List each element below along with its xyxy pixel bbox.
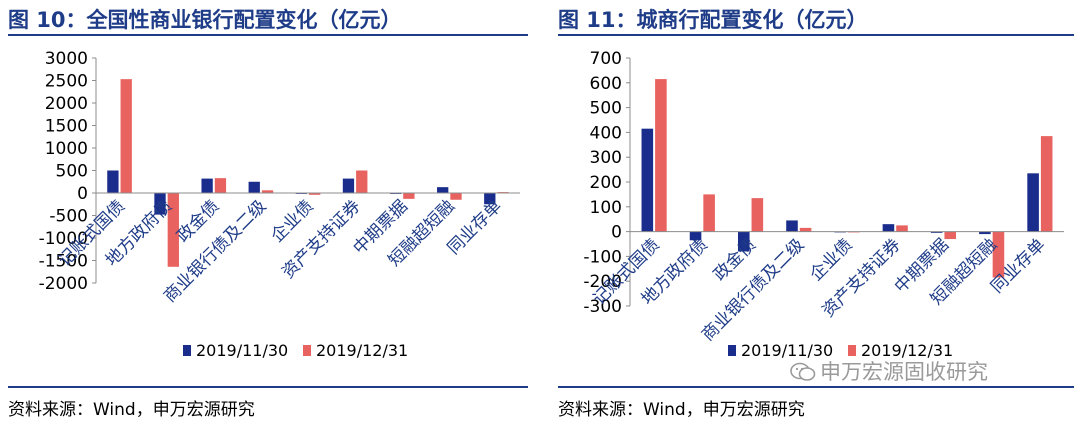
y-tick-label: 600 [590, 74, 622, 94]
y-tick-label: 0 [77, 184, 88, 204]
y-tick-label: -2000 [39, 274, 88, 294]
bar-series1 [437, 187, 449, 193]
source-note: 资料来源：Wind，申万宏源研究 [8, 400, 255, 420]
watermark: 申万宏源固收研究 [790, 356, 988, 386]
y-tick-label: 700 [590, 49, 622, 69]
legend-swatch [303, 345, 311, 356]
y-tick-label: 200 [590, 173, 622, 193]
bar-series2 [214, 178, 227, 193]
y-tick-label: 1500 [45, 117, 88, 137]
bar-series2 [992, 231, 1005, 278]
chart-title: 图 10：全国性商业银行配置变化（亿元） [8, 8, 402, 32]
legend-label: 2019/12/31 [316, 341, 408, 360]
bar-series2 [167, 193, 179, 267]
bar-series1 [248, 181, 260, 193]
bar-series2 [944, 231, 957, 240]
legend-label: 2019/11/30 [741, 341, 833, 360]
legend-label: 2019/11/30 [196, 341, 288, 360]
y-tick-label: 2500 [45, 72, 88, 92]
bar-series2 [655, 79, 667, 232]
bar-series1 [1027, 173, 1039, 232]
title-divider [558, 34, 1074, 36]
bar-series2 [896, 225, 908, 232]
legend-swatch [728, 345, 736, 356]
bar-series2 [403, 193, 415, 199]
y-tick-label: 2000 [45, 94, 88, 114]
bar-series1 [154, 193, 166, 215]
y-tick-label: -500 [49, 207, 88, 227]
y-tick-label: 300 [590, 148, 622, 168]
bar-series1 [689, 231, 702, 241]
bar-series1 [930, 231, 943, 233]
bar-chart: -300-200-1000100200300400500600700记账式国债地… [583, 49, 1064, 360]
watermark-text: 申万宏源固收研究 [820, 360, 988, 384]
bar-series2 [261, 190, 274, 193]
bar-series2 [120, 79, 132, 193]
bar-series1 [201, 178, 213, 193]
title-divider [8, 34, 528, 36]
bar-series1 [107, 170, 119, 193]
legend-swatch [183, 345, 191, 356]
y-tick-label: 500 [56, 162, 88, 182]
y-tick-label: -100 [583, 247, 622, 267]
bar-series1 [641, 128, 654, 232]
y-tick-label: -1500 [39, 252, 88, 272]
bar-series2 [799, 227, 812, 232]
y-tick-label: 100 [590, 198, 622, 218]
y-tick-label: -300 [583, 297, 622, 317]
chart-title: 图 11：城商行配置变化（亿元） [558, 8, 868, 32]
y-tick-label: 400 [590, 123, 622, 143]
legend-swatch [848, 345, 856, 356]
y-tick-label: 500 [590, 99, 622, 119]
legend-label: 2019/12/31 [861, 341, 953, 360]
wechat-icon [790, 362, 816, 381]
y-tick-label: -1000 [39, 229, 88, 249]
bar-series1 [342, 178, 355, 193]
y-tick-label: 0 [611, 223, 622, 243]
bar-series2 [356, 170, 368, 193]
source-divider [8, 386, 528, 388]
bar-series2 [309, 193, 321, 195]
bar-series1 [979, 231, 991, 235]
bar-series1 [737, 231, 750, 252]
source-note: 资料来源：Wind，申万宏源研究 [558, 400, 805, 420]
bar-series2 [450, 193, 462, 200]
y-tick-label: -200 [583, 272, 622, 292]
chart-panel-national-banks: 图 10：全国性商业银行配置变化（亿元） -2000 -1500 -1000 -500… [8, 0, 528, 421]
chart-panel-city-banks: 图 11：城商行配置变化（亿元） -300 -200 -100 0 100 200 300 4… [558, 0, 1074, 421]
source-divider [558, 386, 1074, 388]
bar-series1 [484, 193, 496, 205]
bar-series2 [751, 198, 764, 232]
bar-series2 [703, 194, 715, 232]
bar-series2 [1040, 136, 1053, 232]
bar-series1 [786, 220, 798, 232]
y-tick-label: 3000 [45, 49, 88, 69]
bar-series1 [882, 224, 895, 232]
y-tick-label: 1000 [45, 139, 88, 159]
